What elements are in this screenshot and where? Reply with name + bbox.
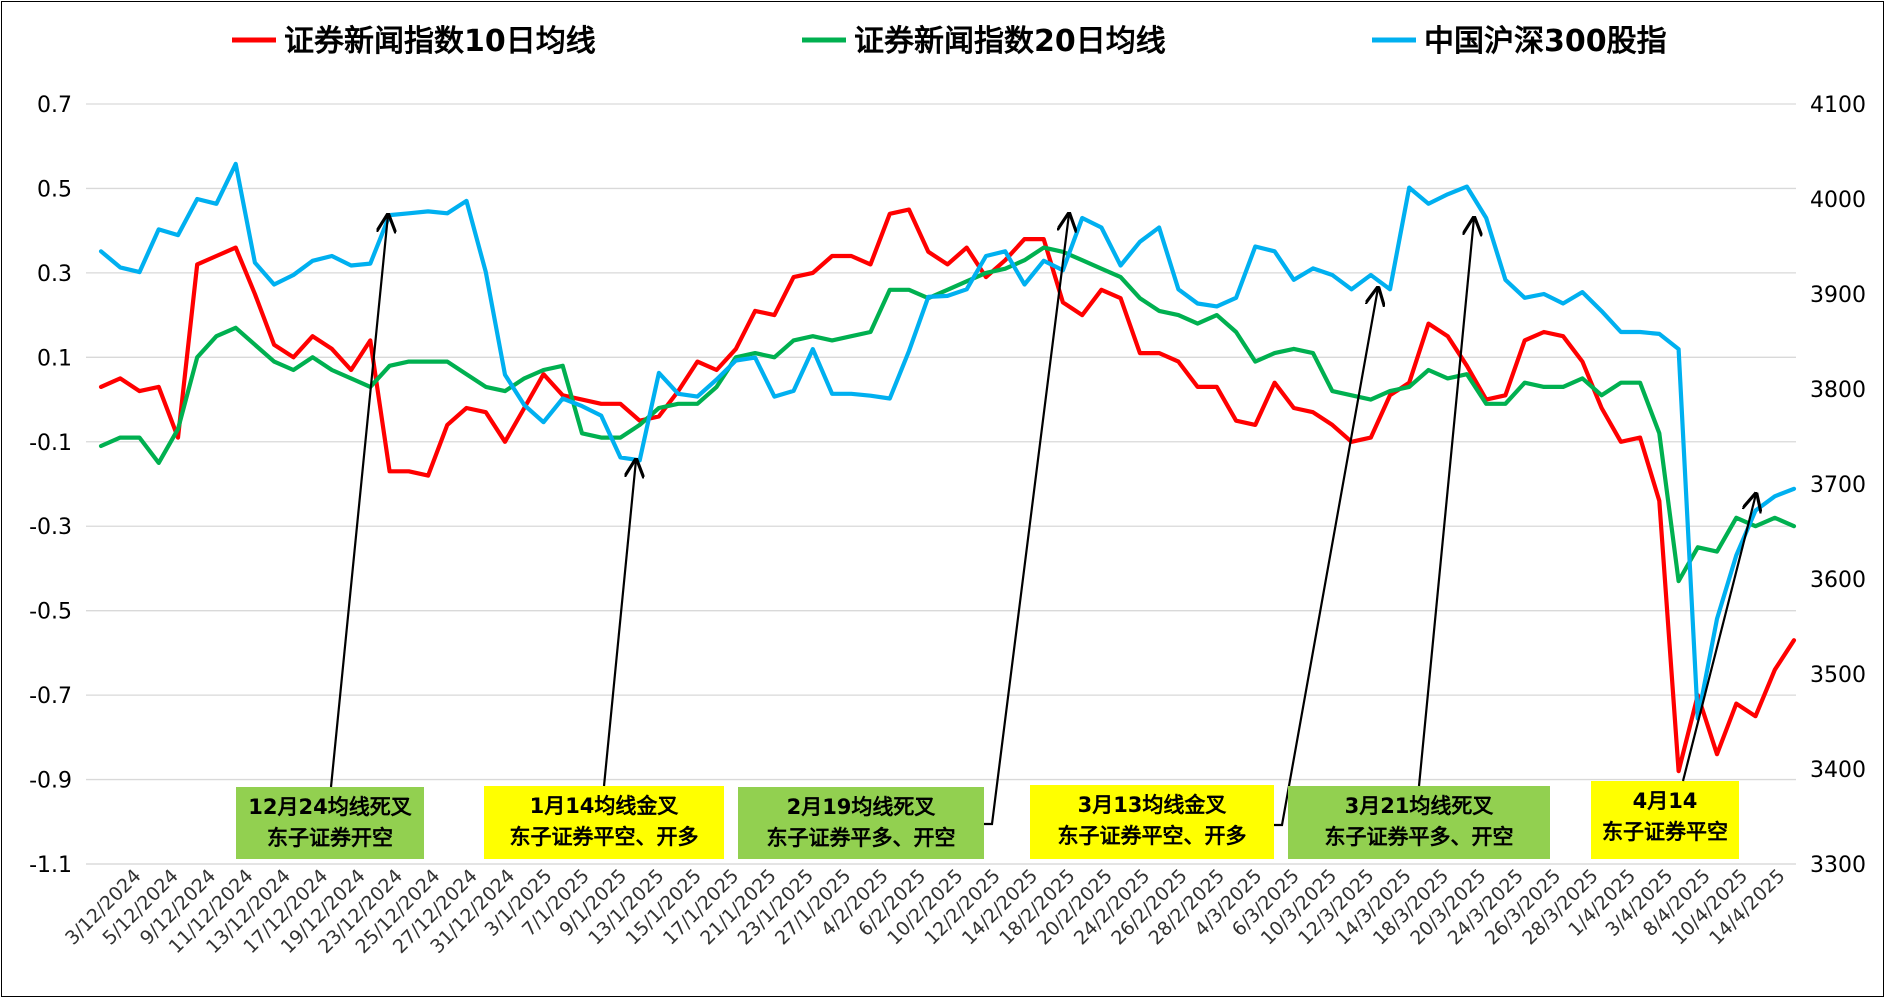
annotation-text: 3月13均线金叉 [1078,793,1228,817]
right-axis-tick: 4100 [1810,93,1866,118]
annotation-text: 东子证券平空、开多 [510,825,699,849]
legend-label: 中国沪深300股指 [1424,24,1667,59]
right-axis-tick: 3300 [1810,853,1866,878]
left-axis-tick: 0.3 [37,262,72,287]
right-axis-tick: 3800 [1810,378,1866,403]
left-axis-tick: 0.1 [37,346,72,371]
annotation-text: 4月14 [1633,789,1698,813]
left-axis-tick: -0.1 [29,431,72,456]
annotation-arrow [1274,288,1378,827]
annotation-bg [236,787,424,859]
annotation-text: 东子证券平多、开空 [767,826,956,850]
annotation-text: 东子证券平多、开空 [1325,825,1514,849]
left-axis-tick: 0.5 [37,177,72,202]
annotation-bg [738,787,984,859]
right-axis-tick: 3900 [1810,283,1866,308]
annotation-text: 3月21均线死叉 [1345,794,1495,818]
annotation-bg [484,786,724,859]
left-axis-tick: -0.7 [29,684,72,709]
left-axis-tick: 0.7 [37,93,72,118]
right-axis-tick: 4000 [1810,188,1866,213]
annotation-arrow [1417,218,1474,787]
left-axis-tick: -0.3 [29,515,72,540]
annotation-text: 2月19均线死叉 [787,795,937,819]
right-axis-tick: 3500 [1810,663,1866,688]
annotation-arrow [984,214,1069,826]
annotation-arrow [602,460,636,787]
right-axis-tick: 3700 [1810,473,1866,498]
right-axis-tick: 3400 [1810,758,1866,783]
left-axis-tick: -0.9 [29,769,72,794]
annotation-text: 1月14均线金叉 [530,794,680,818]
annotation-bg [1591,781,1739,859]
annotation-box: 4月14 东子证券平空 [1591,781,1739,859]
annotation-text: 东子证券平空 [1602,820,1728,844]
left-axis-tick: -1.1 [29,853,72,878]
annotation-arrow [329,215,388,788]
annotation-text: 12月24均线死叉 [248,795,412,819]
left-axis-tick: -0.5 [29,600,72,625]
annotation-arrow [1681,494,1756,782]
annotation-bg [1288,786,1550,859]
annotation-bg [1030,785,1274,859]
annotation-text: 东子证券开空 [267,826,393,850]
right-axis-tick: 3600 [1810,568,1866,593]
series-line-ma10 [98,207,1797,774]
annotation-text: 东子证券平空、开多 [1058,824,1247,848]
series-line-ma20 [98,245,1797,584]
legend-label: 证券新闻指数20日均线 [854,24,1166,59]
legend-label: 证券新闻指数10日均线 [284,24,596,59]
